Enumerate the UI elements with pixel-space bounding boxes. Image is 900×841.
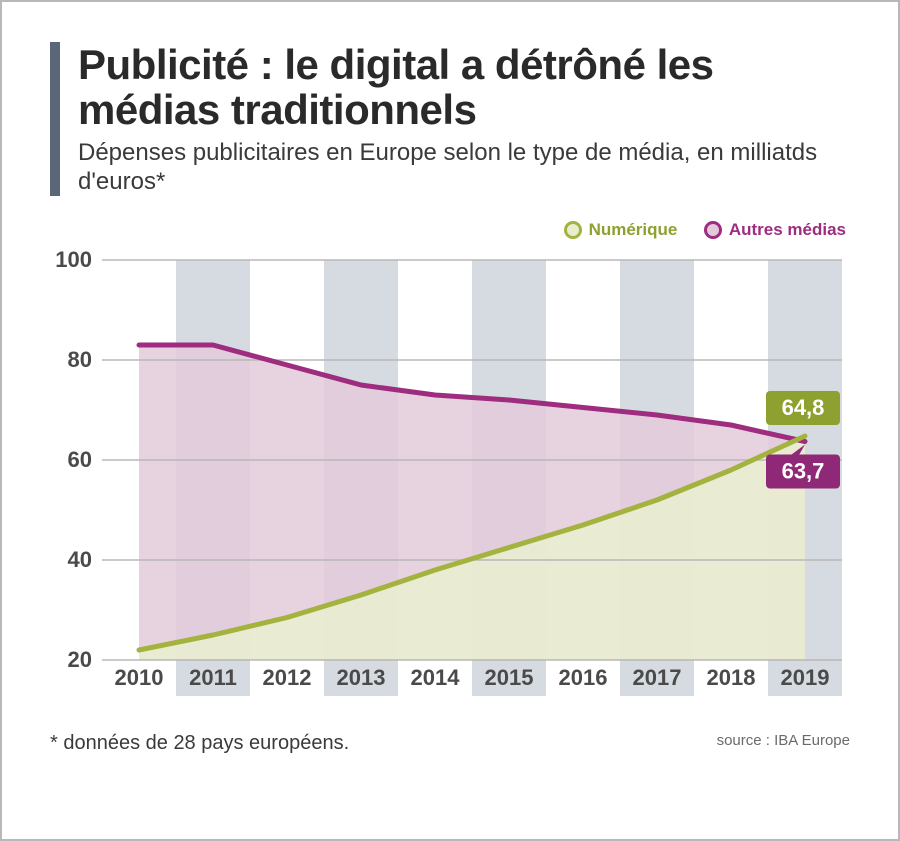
svg-text:80: 80 bbox=[68, 347, 92, 372]
legend-item-autres: Autres médias bbox=[704, 220, 846, 240]
chart-title: Publicité : le digital a détrôné les méd… bbox=[78, 42, 850, 133]
svg-text:2014: 2014 bbox=[411, 665, 461, 690]
svg-text:100: 100 bbox=[55, 250, 92, 272]
source-text: source : IBA Europe bbox=[717, 732, 850, 749]
svg-text:20: 20 bbox=[68, 647, 92, 672]
svg-text:40: 40 bbox=[68, 547, 92, 572]
chart-area: 20 40 60 80 100 2010 2011 2012 2013 2014 2015 2016 2… bbox=[50, 250, 850, 720]
svg-text:60: 60 bbox=[68, 447, 92, 472]
svg-text:2010: 2010 bbox=[115, 665, 164, 690]
legend-label-autres: Autres médias bbox=[729, 220, 846, 240]
svg-text:64,8: 64,8 bbox=[782, 395, 825, 420]
svg-text:2017: 2017 bbox=[633, 665, 682, 690]
legend-swatch-autres bbox=[704, 221, 722, 239]
svg-text:2013: 2013 bbox=[337, 665, 386, 690]
svg-text:63,7: 63,7 bbox=[782, 459, 825, 484]
title-block: Publicité : le digital a détrôné les méd… bbox=[50, 42, 850, 196]
footnote-text: * données de 28 pays européens. bbox=[50, 732, 349, 755]
footnote-row: * données de 28 pays européens. source :… bbox=[50, 732, 850, 755]
svg-text:2019: 2019 bbox=[781, 665, 830, 690]
legend-swatch-numerique bbox=[564, 221, 582, 239]
chart-subtitle: Dépenses publicitaires en Europe selon l… bbox=[78, 139, 850, 197]
legend-label-numerique: Numérique bbox=[589, 220, 678, 240]
svg-text:2011: 2011 bbox=[189, 665, 237, 690]
legend-item-numerique: Numérique bbox=[564, 220, 678, 240]
svg-text:2015: 2015 bbox=[485, 665, 534, 690]
svg-text:2016: 2016 bbox=[559, 665, 608, 690]
svg-text:2018: 2018 bbox=[707, 665, 756, 690]
svg-text:2012: 2012 bbox=[263, 665, 312, 690]
legend: Numérique Autres médias bbox=[50, 220, 850, 244]
